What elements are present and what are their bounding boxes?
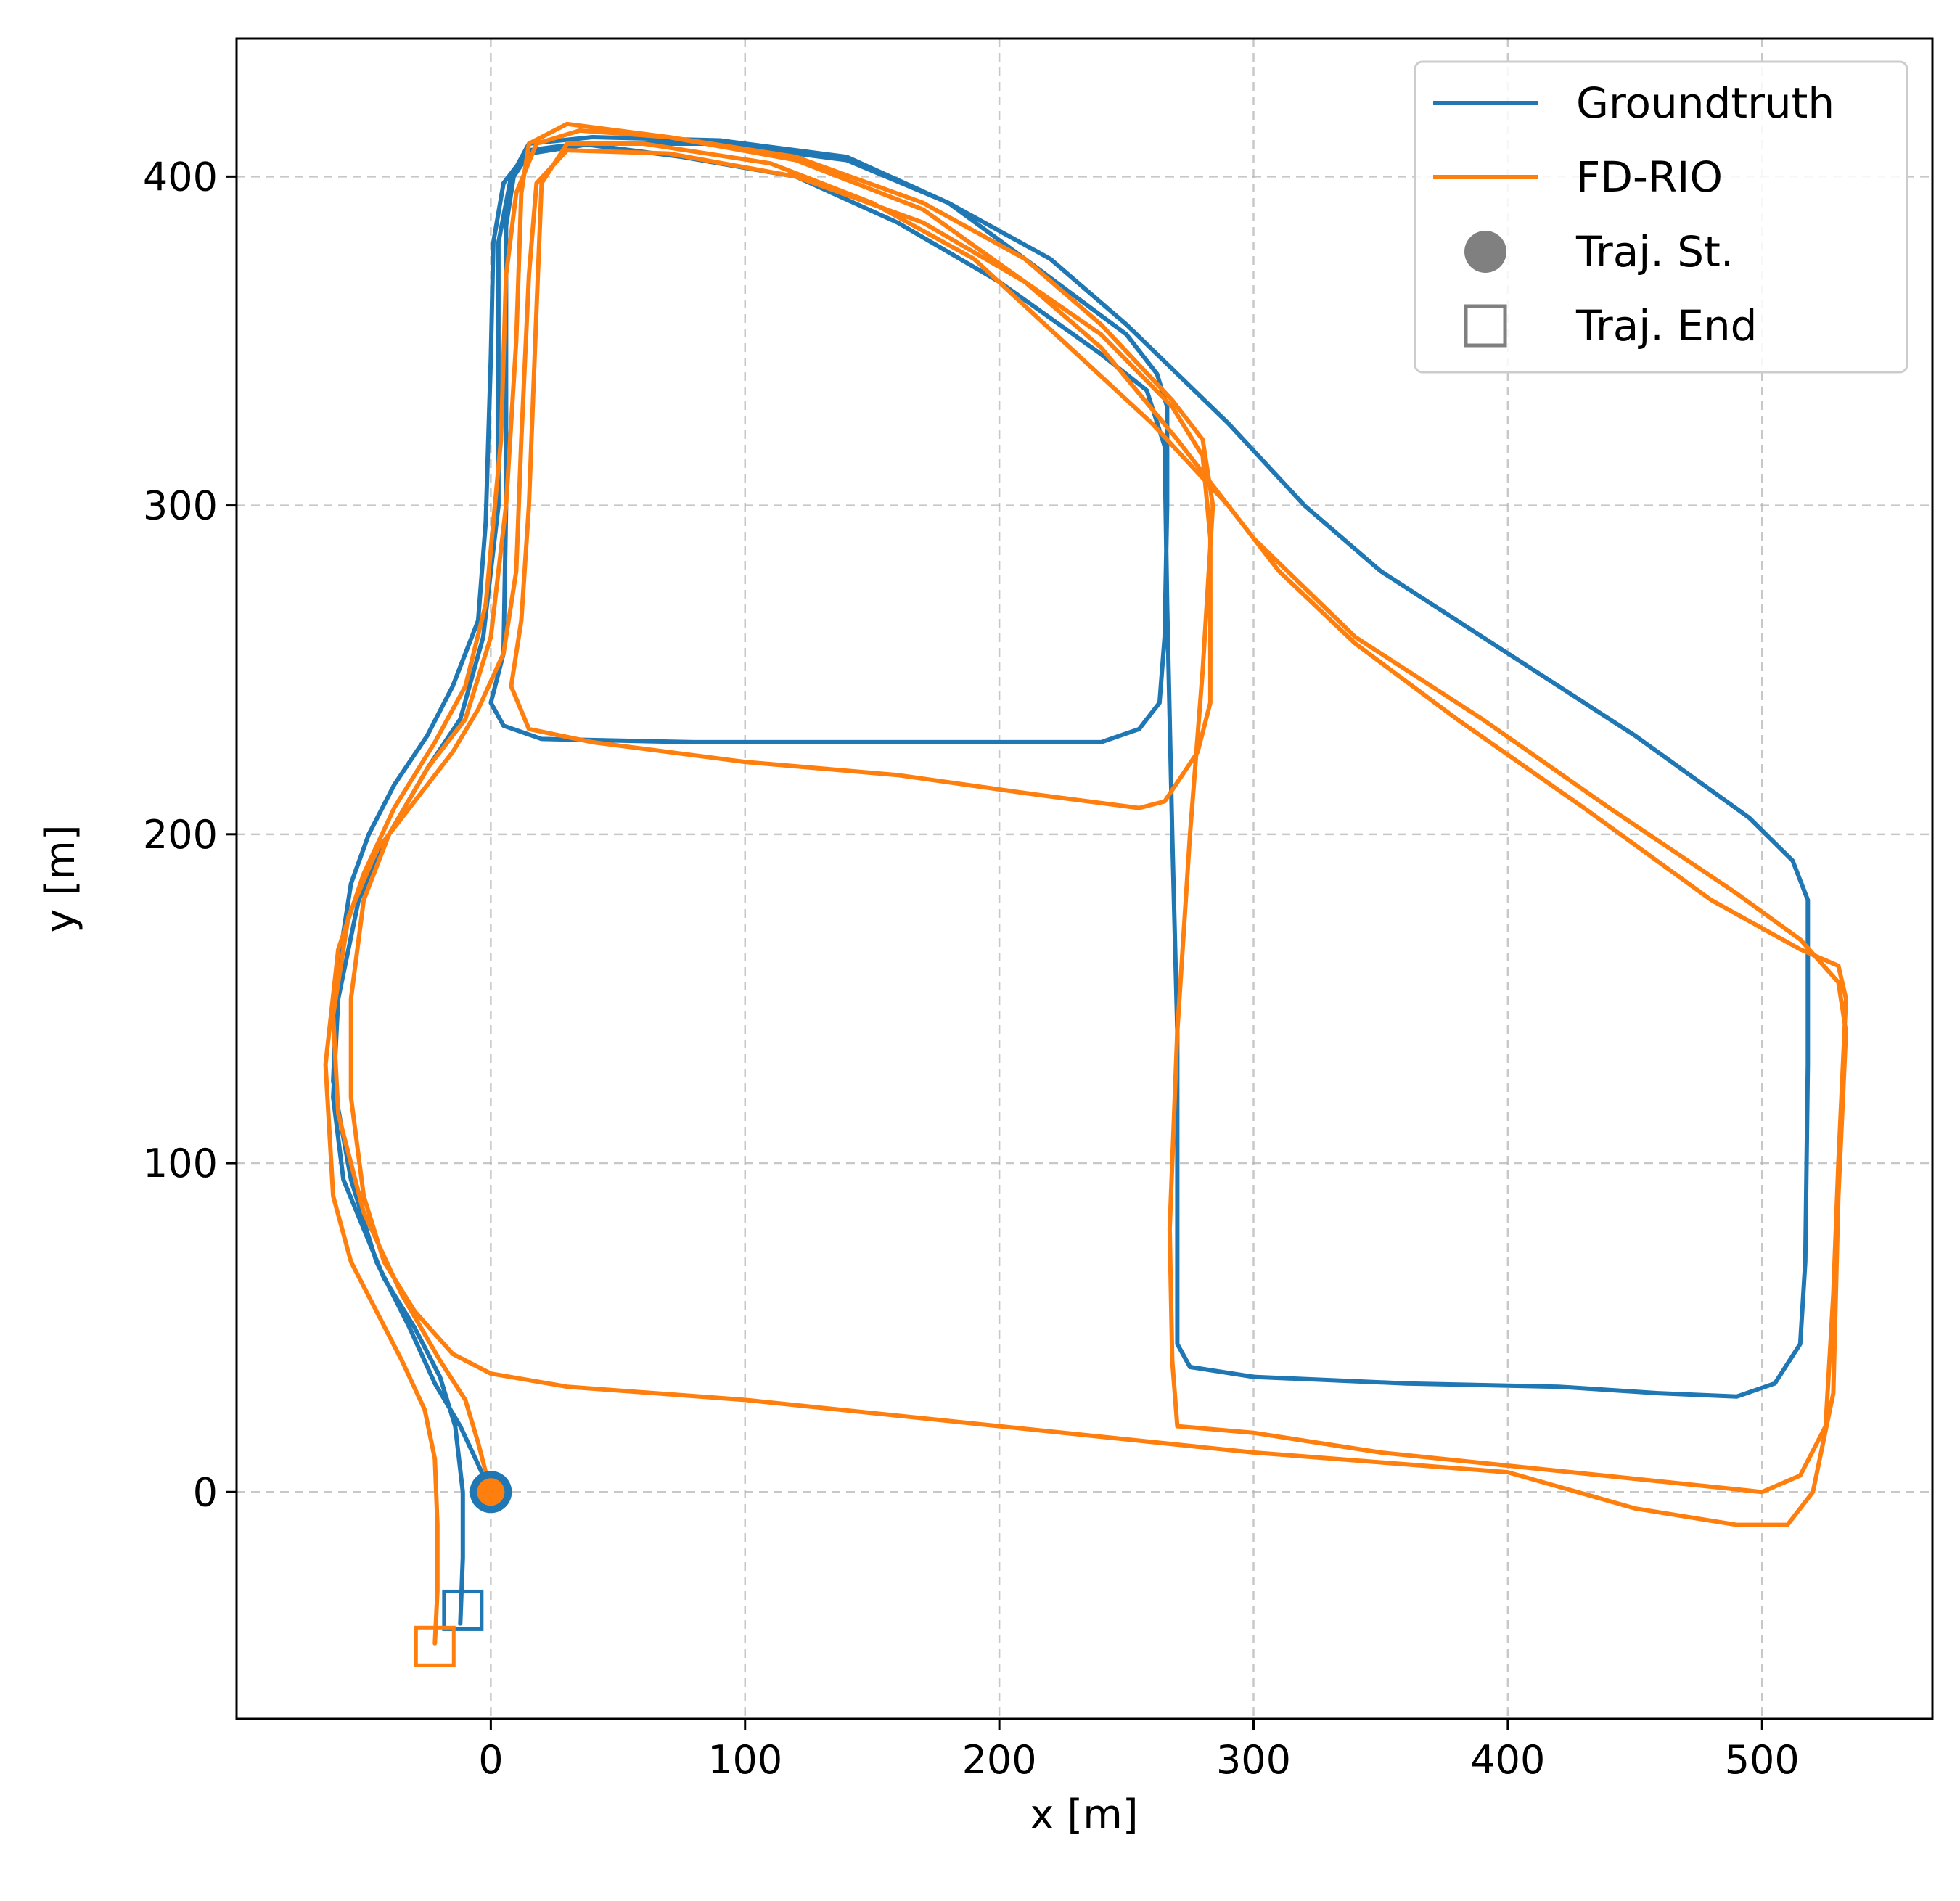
- x-tick-label: 400: [1470, 1737, 1545, 1783]
- x-tick-label: 0: [478, 1737, 503, 1783]
- legend-box: [1414, 60, 1908, 374]
- end-marker-groundtruth: [442, 1589, 484, 1631]
- legend-label-fd-rio: FD-RIO: [1576, 152, 1723, 202]
- y-tick-label: 200: [143, 812, 218, 858]
- x-tick-label: 200: [962, 1737, 1037, 1783]
- plot-frame: [235, 37, 1934, 1720]
- start-marker-fd-rio: [477, 1478, 505, 1506]
- x-tick-label: 100: [708, 1737, 782, 1783]
- ticks: 0 100 200 300 400 500 0 100 200 300 400: [143, 154, 1800, 1783]
- y-axis-label: y [m]: [37, 824, 84, 932]
- y-tick-label: 400: [143, 154, 218, 200]
- series-line-groundtruth: [331, 135, 1811, 1626]
- legend-label-traj-end: Traj. End: [1575, 301, 1758, 350]
- x-tick-label: 500: [1725, 1737, 1800, 1783]
- legend-start-marker-icon: [1464, 231, 1506, 273]
- y-tick-label: 300: [143, 483, 218, 529]
- series-line-fd-rio: [323, 121, 1848, 1646]
- legend: Groundtruth FD-RIO Traj. St. Traj. End: [1414, 60, 1908, 374]
- end-marker-fd-rio: [414, 1625, 456, 1667]
- marker-layer: [414, 1471, 512, 1667]
- x-axis-label: x [m]: [1030, 1791, 1138, 1839]
- legend-label-traj-start: Traj. St.: [1575, 227, 1734, 276]
- legend-end-marker-icon: [1464, 304, 1507, 348]
- legend-label-groundtruth: Groundtruth: [1576, 78, 1834, 128]
- x-tick-label: 300: [1216, 1737, 1291, 1783]
- y-tick-label: 0: [193, 1469, 218, 1515]
- series-layer: [323, 121, 1848, 1646]
- y-tick-label: 100: [143, 1141, 218, 1186]
